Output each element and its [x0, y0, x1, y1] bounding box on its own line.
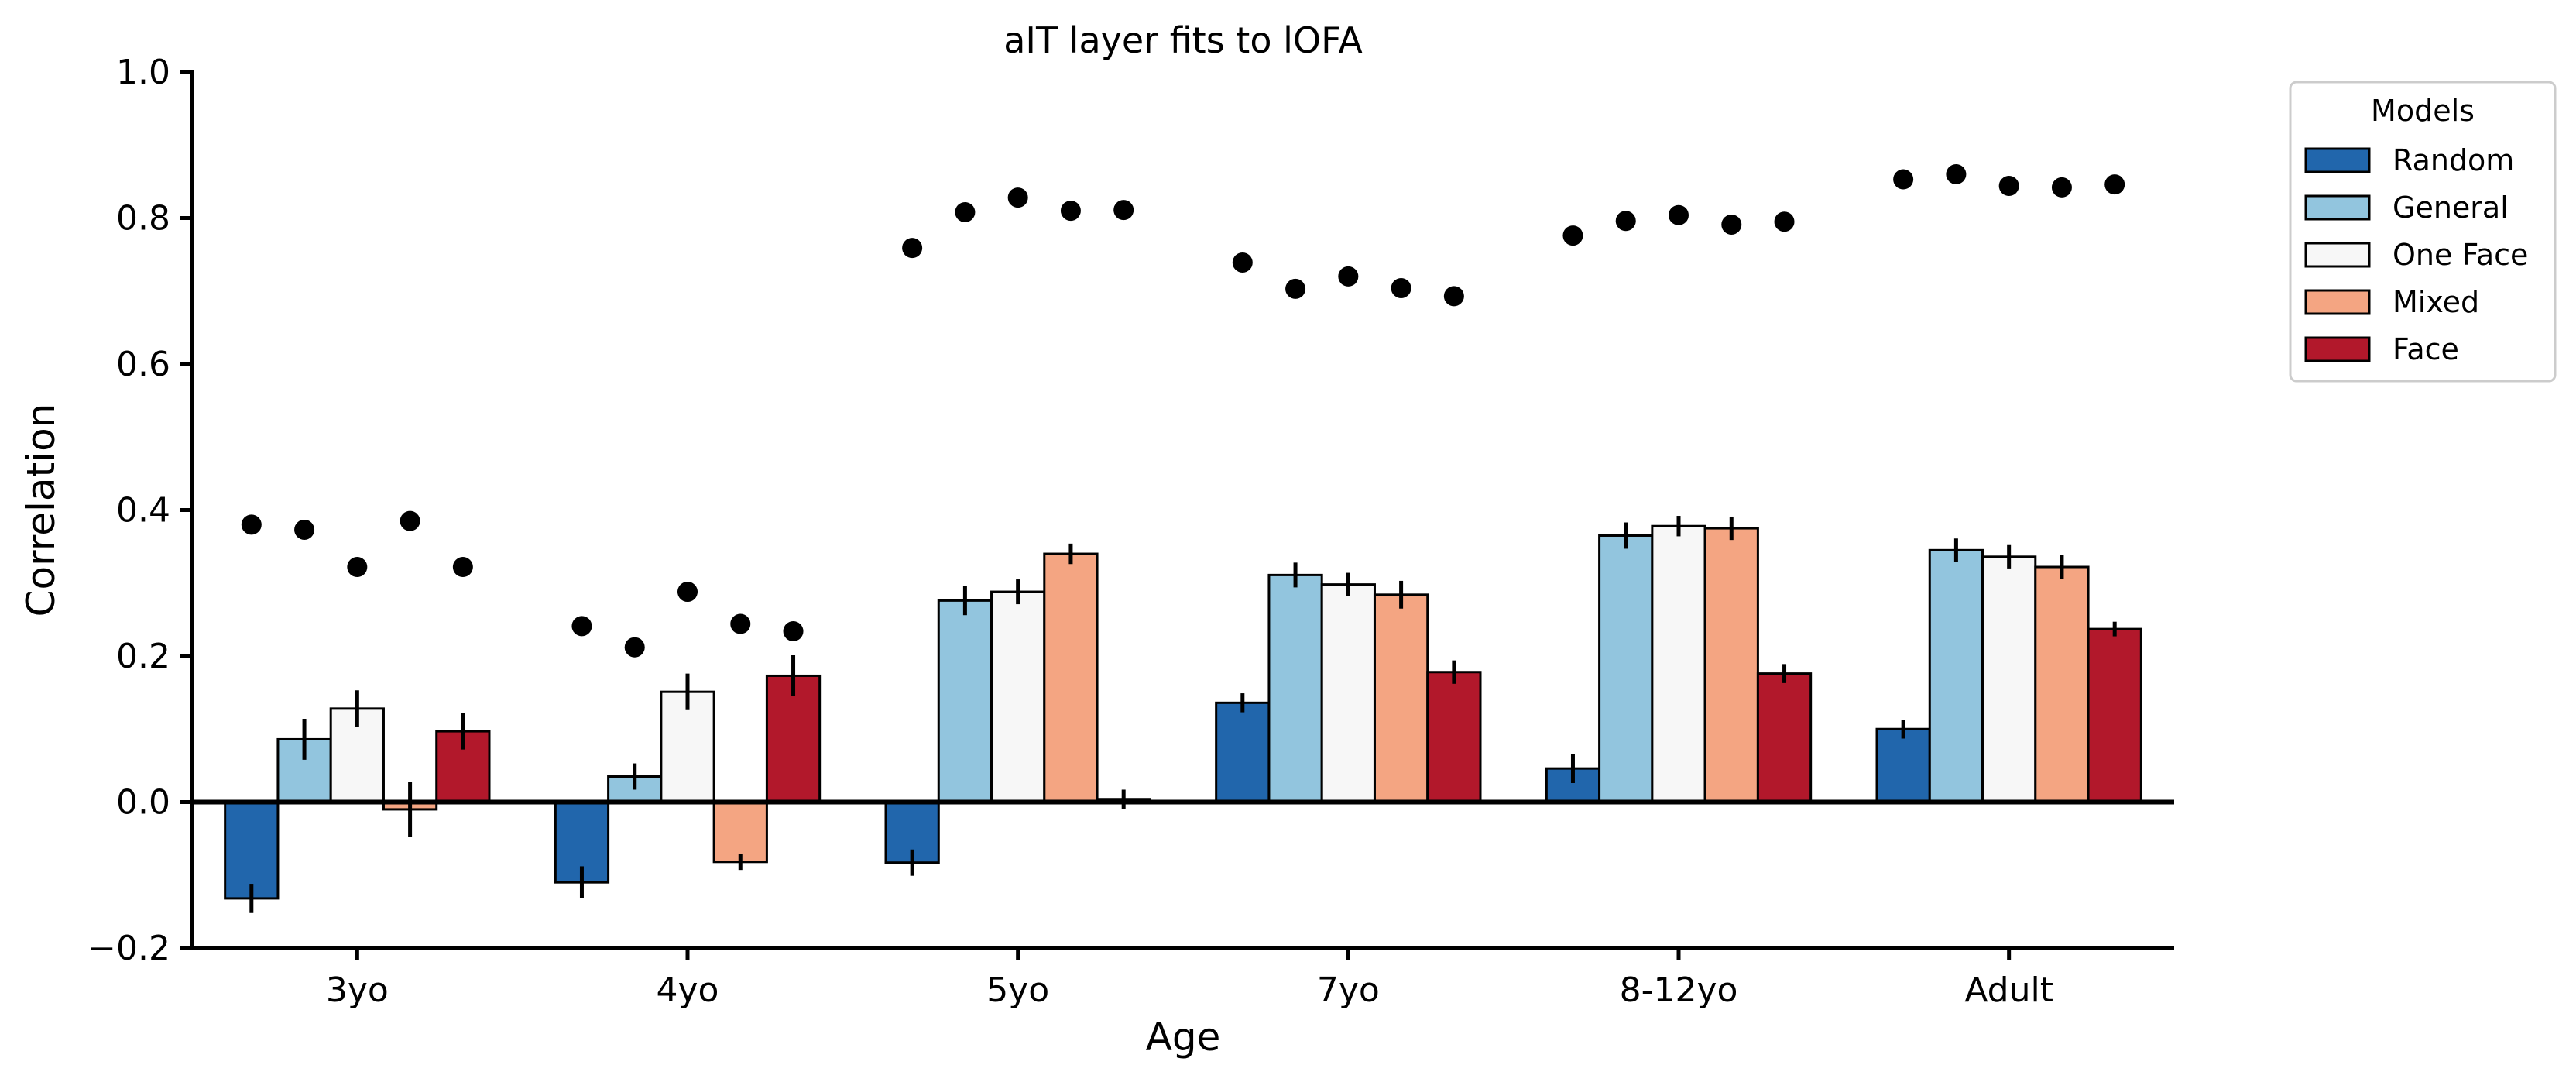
bar-random — [224, 801, 280, 900]
legend-title: Models — [2371, 94, 2475, 128]
noise-ceiling-point — [955, 201, 976, 222]
legend-swatch — [2304, 147, 2371, 173]
x-tick-label: Adult — [1964, 970, 2053, 1010]
bar-face — [1756, 672, 1813, 803]
noise-ceiling-point — [1285, 278, 1306, 299]
x-tick-label: 7yo — [1317, 970, 1380, 1010]
y-tick-label: 0.8 — [116, 199, 170, 239]
legend-swatch — [2304, 242, 2371, 268]
bar-one-face — [1320, 583, 1376, 803]
x-tick-label: 4yo — [657, 970, 719, 1010]
noise-ceiling-point — [677, 582, 698, 603]
y-tick-label: 0.6 — [116, 345, 170, 384]
bar-mixed — [1373, 593, 1429, 804]
x-axis-title: Age — [1146, 1015, 1221, 1060]
bar-face — [1426, 671, 1482, 803]
noise-ceiling-point — [1615, 211, 1636, 232]
noise-ceiling-point — [571, 616, 592, 637]
noise-ceiling-point — [2104, 174, 2125, 195]
noise-ceiling-point — [1060, 201, 1081, 222]
y-axis-title: Correlation — [19, 404, 63, 617]
legend-label: One Face — [2392, 238, 2528, 272]
legend: Models Random General One Face Mixed Face — [2289, 81, 2557, 383]
x-axis-ticks: 3yo 4yo 5yo 7yo 8-12yo Adult — [326, 948, 2053, 1010]
bar-one-face — [660, 690, 715, 803]
error-bars-layer — [249, 516, 2117, 913]
legend-swatch — [2304, 336, 2371, 362]
bar-face — [2087, 627, 2142, 803]
legend-swatch — [2304, 289, 2371, 315]
noise-ceiling-point — [1721, 214, 1742, 235]
chart-title: aIT layer fits to lOFA — [1003, 19, 1363, 61]
bar-general — [1928, 548, 1984, 804]
bar-one-face — [1981, 555, 2037, 803]
legend-label: Face — [2392, 332, 2459, 366]
noise-ceiling-point — [1007, 187, 1028, 208]
noise-ceiling-point — [1893, 169, 1914, 190]
noise-ceiling-point — [1232, 252, 1253, 273]
noise-ceiling-point — [1443, 286, 1464, 307]
x-tick-label: 8-12yo — [1620, 970, 1738, 1010]
noise-ceiling-point — [1946, 163, 1967, 184]
noise-ceiling-point — [241, 514, 262, 535]
bar-one-face — [990, 590, 1046, 803]
noise-ceiling-point — [452, 557, 473, 578]
noise-ceiling-point — [902, 238, 923, 259]
noise-ceiling-point — [400, 510, 420, 531]
y-tick-label: −0.2 — [87, 929, 170, 968]
bar-mixed — [1703, 527, 1759, 803]
legend-swatch — [2304, 194, 2371, 221]
y-tick-label: 0.2 — [116, 637, 170, 676]
bar-one-face — [1651, 524, 1706, 803]
bar-general — [1598, 534, 1654, 803]
noise-ceiling-point — [1774, 211, 1795, 232]
noise-ceiling-point — [347, 557, 368, 578]
noise-ceiling-point — [1998, 176, 2019, 197]
legend-label: General — [2392, 191, 2509, 225]
legend-items: Random General One Face Mixed Face — [2304, 143, 2528, 366]
noise-ceiling-point — [294, 519, 315, 540]
noise-ceiling-layer — [241, 163, 2125, 658]
y-tick-label: 1.0 — [116, 53, 170, 92]
noise-ceiling-point — [1391, 277, 1411, 298]
bar-random — [1875, 727, 1931, 803]
bar-mixed — [712, 801, 768, 864]
y-tick-label: 0.0 — [116, 783, 170, 823]
noise-ceiling-point — [1338, 266, 1359, 287]
y-axis-ticks: −0.2 0.0 0.2 0.4 0.6 0.8 1.0 — [87, 53, 192, 968]
bar-random — [1215, 701, 1271, 803]
bars-layer — [224, 524, 2142, 900]
x-tick-label: 3yo — [326, 970, 389, 1010]
noise-ceiling-point — [783, 620, 804, 641]
y-tick-label: 0.4 — [116, 491, 170, 531]
noise-ceiling-point — [2051, 177, 2072, 198]
bar-general — [1267, 573, 1323, 803]
x-tick-label: 5yo — [986, 970, 1049, 1010]
noise-ceiling-point — [1113, 200, 1134, 221]
legend-label: Random — [2392, 143, 2514, 177]
bar-mixed — [2034, 565, 2090, 803]
legend-label: Mixed — [2392, 285, 2479, 319]
noise-ceiling-point — [624, 637, 645, 658]
noise-ceiling-point — [1562, 225, 1583, 246]
noise-ceiling-point — [1669, 204, 1689, 225]
bar-general — [937, 599, 993, 803]
bar-mixed — [1043, 552, 1099, 803]
noise-ceiling-point — [730, 613, 751, 634]
